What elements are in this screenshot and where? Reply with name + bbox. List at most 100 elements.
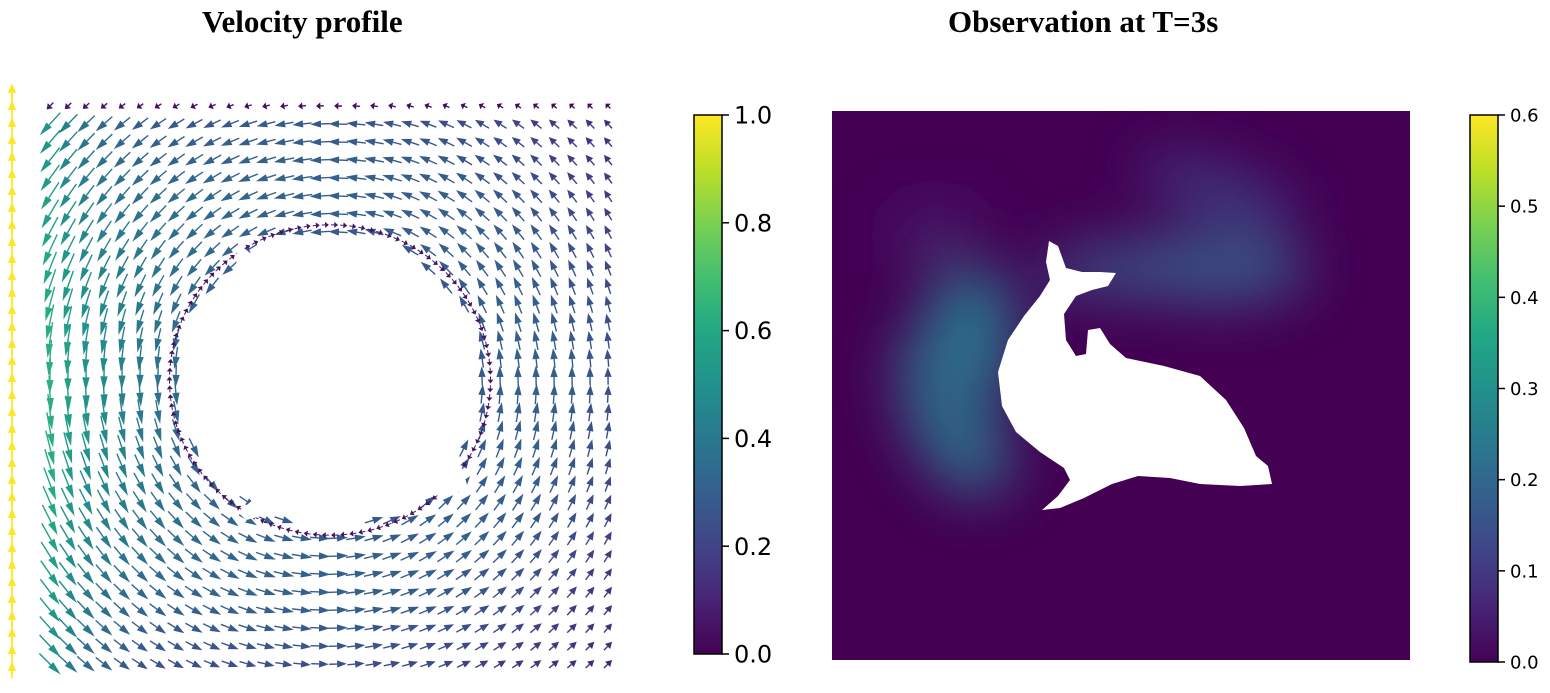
velocity-arrow-shaft [551, 412, 555, 423]
velocity-arrow-shaft [39, 578, 52, 594]
velocity-colorbar-ticks: 0.00.20.40.60.81.0 [722, 102, 772, 669]
velocity-arrow-shaft [464, 105, 468, 109]
velocity-arrow [154, 392, 162, 406]
velocity-arrow [439, 260, 450, 272]
velocity-arrow [98, 284, 108, 299]
velocity-arrow-shaft [548, 610, 554, 616]
velocity-arrow-shaft [382, 573, 392, 578]
velocity-arrow [550, 438, 558, 451]
velocity-arrow [274, 210, 286, 218]
velocity-arrow-shaft [157, 328, 162, 339]
velocity-arrow-boundary-shaft [199, 471, 203, 475]
velocity-arrow [603, 137, 612, 145]
velocity-arrow-shaft [85, 236, 94, 251]
velocity-arrow [425, 514, 437, 524]
velocity-arrow [372, 588, 385, 596]
velocity-arrow-boundary [411, 244, 416, 250]
velocity-arrow-shaft [410, 141, 420, 146]
velocity-arrow [282, 624, 294, 632]
velocity-arrow [460, 439, 469, 451]
velocity-arrow [585, 172, 594, 181]
velocity-arrow [568, 384, 576, 396]
velocity-arrow-shaft [500, 178, 508, 185]
velocity-arrow [438, 243, 450, 254]
velocity-arrow [586, 531, 595, 541]
velocity-arrow-shaft [455, 609, 464, 616]
velocity-arrow [425, 606, 437, 614]
velocity-arrow [100, 588, 113, 601]
velocity-arrow-shaft [96, 508, 105, 520]
velocity-arrow [263, 516, 276, 525]
velocity-arrow-shaft [140, 117, 149, 124]
velocity-arrow-shaft [500, 196, 508, 204]
velocity-arrow [604, 190, 612, 199]
velocity-arrow [495, 294, 504, 307]
velocity-arrow-shaft [122, 151, 131, 160]
velocity-arrow [514, 475, 523, 487]
velocity-arrow-shaft [585, 645, 591, 651]
velocity-arrow-shaft [418, 573, 428, 580]
velocity-arrow [209, 552, 222, 563]
velocity-arrow-shaft [175, 311, 181, 322]
velocity-arrow [246, 660, 257, 668]
velocity-arrow [221, 228, 233, 239]
velocity-arrow-shaft [48, 251, 58, 272]
velocity-arrow [167, 174, 180, 185]
velocity-arrow-shaft [374, 159, 385, 163]
velocity-arrow [532, 383, 540, 396]
velocity-arrow [100, 624, 113, 636]
velocity-arrow-boundary-shaft [271, 524, 276, 527]
velocity-arrow-shaft [437, 520, 446, 528]
velocity-arrow [382, 228, 395, 236]
velocity-arrow-shaft [589, 304, 594, 313]
velocity-arrow [479, 642, 489, 650]
velocity-arrow-shaft [291, 571, 302, 575]
velocity-arrow [190, 516, 203, 528]
velocity-arrow [568, 330, 576, 342]
velocity-arrow-shaft [437, 591, 446, 598]
velocity-arrow [137, 642, 148, 652]
velocity-arrow-shaft [80, 451, 87, 468]
velocity-arrow [530, 189, 540, 200]
velocity-arrow-shaft [85, 342, 89, 360]
velocity-arrow-boundary-shaft [173, 415, 175, 419]
velocity-arrow-shaft [212, 189, 222, 196]
velocity-arrow-shaft [474, 591, 482, 598]
velocity-arrow-boundary [279, 229, 284, 236]
velocity-arrow [292, 138, 304, 146]
velocity-arrow [280, 102, 285, 110]
velocity-arrow [264, 642, 276, 650]
velocity-arrow [478, 512, 489, 524]
velocity-arrow [372, 570, 385, 578]
velocity-arrow [59, 194, 71, 209]
velocity-arrow [550, 567, 560, 578]
velocity-arrow-shaft [59, 524, 70, 540]
velocity-arrow-shaft [85, 324, 90, 342]
velocity-arrow-boundary-shaft [379, 525, 384, 528]
velocity-arrow [390, 624, 402, 632]
velocity-arrow [514, 567, 525, 578]
velocity-arrow-shaft [550, 448, 555, 458]
velocity-arrow [443, 587, 455, 596]
velocity-arrow [263, 552, 276, 560]
velocity-arrow [586, 260, 594, 271]
velocity-arrow [354, 534, 366, 542]
velocity-arrow [390, 606, 402, 614]
velocity-arrow-shaft [533, 412, 537, 423]
velocity-arrow [336, 588, 349, 596]
velocity-arrow-shaft [511, 502, 519, 511]
velocity-colorbar-tick-label: 1.0 [734, 102, 772, 130]
velocity-arrow-boundary [270, 232, 276, 239]
velocity-arrow [114, 228, 126, 243]
velocity-arrow [172, 445, 181, 459]
velocity-arrow [550, 475, 559, 487]
velocity-arrow-shaft [474, 538, 482, 546]
velocity-arrow [568, 277, 576, 289]
velocity-arrow-shaft [104, 185, 113, 196]
velocity-arrow-shaft [535, 286, 541, 296]
velocity-arrow [586, 348, 594, 360]
velocity-arrow-shaft [392, 141, 402, 146]
velocity-arrow-shaft [532, 448, 537, 458]
velocity-arrow [400, 138, 413, 146]
velocity-arrow [153, 301, 162, 316]
